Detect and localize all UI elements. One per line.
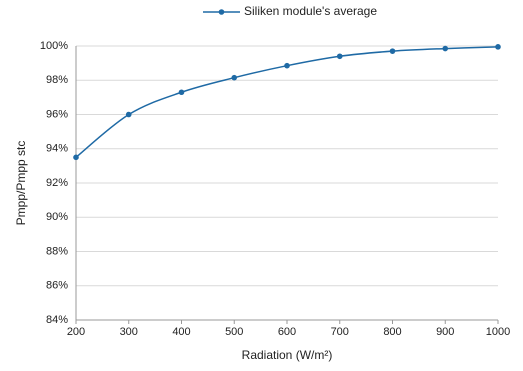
y-tick-label: 86% — [46, 280, 68, 292]
x-tick-label: 800 — [383, 326, 401, 338]
x-tick-label: 300 — [120, 326, 138, 338]
y-tick-label: 98% — [46, 74, 68, 86]
y-tick-label: 88% — [46, 245, 68, 257]
x-tick-label: 700 — [331, 326, 349, 338]
data-point — [336, 53, 343, 60]
data-point — [442, 45, 449, 52]
y-tick-label: 94% — [46, 143, 68, 155]
y-axis-label: Pmpp/Pmpp stc — [14, 141, 28, 226]
data-point — [495, 44, 501, 50]
y-tick-label: 84% — [46, 314, 68, 326]
y-tick-label: 92% — [46, 177, 68, 189]
x-tick-label: 1000 — [486, 326, 510, 338]
data-point — [231, 74, 238, 81]
y-tick-label: 96% — [46, 108, 68, 120]
x-tick-label: 900 — [436, 326, 454, 338]
data-point — [178, 89, 185, 96]
data-point — [389, 48, 396, 54]
legend-marker — [218, 9, 225, 15]
y-tick-label: 100% — [40, 40, 68, 52]
data-point — [73, 154, 79, 161]
x-tick-label: 600 — [278, 326, 296, 338]
x-axis-label: Radiation (W/m²) — [242, 348, 333, 362]
legend-label: Siliken module's average — [244, 4, 377, 18]
x-tick-label: 500 — [225, 326, 243, 338]
y-tick-label: 90% — [46, 211, 68, 223]
data-point — [125, 111, 132, 118]
x-tick-label: 400 — [172, 326, 190, 338]
x-tick-label: 200 — [67, 326, 85, 338]
data-point — [284, 62, 290, 69]
